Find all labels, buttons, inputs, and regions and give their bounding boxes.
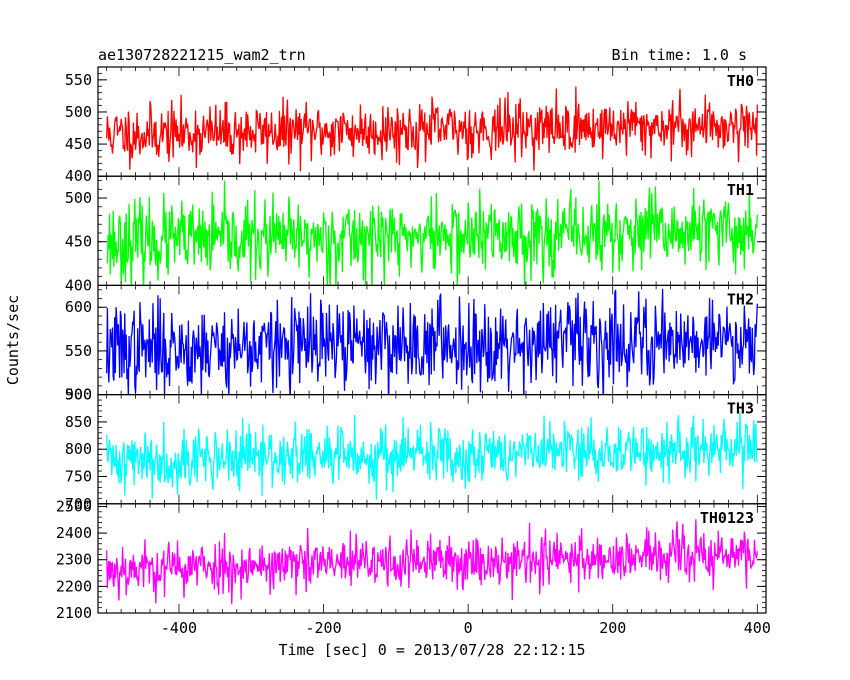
panel-label-th3: TH3 <box>727 400 754 418</box>
ytick-label-th0123-2500: 2500 <box>56 497 92 515</box>
ytick-label-th2-500: 500 <box>65 386 92 404</box>
series-line-th0 <box>106 86 758 172</box>
chart-title: ae130728221215_wam2_trn <box>98 46 306 64</box>
panel-frame-th0123 <box>97 503 767 614</box>
panel-label-th0: TH0 <box>727 72 754 90</box>
ytick-label-th3-700: 700 <box>65 495 92 513</box>
ytick-label-th0-500: 500 <box>65 103 92 121</box>
xtick-label-0: 0 <box>464 619 473 637</box>
ytick-label-th0123-2100: 2100 <box>56 604 92 622</box>
ytick-label-th3-900: 900 <box>65 386 92 404</box>
series-line-th1 <box>106 180 758 286</box>
ytick-label-th0-400: 400 <box>65 167 92 185</box>
xtick-label-200: 200 <box>599 619 626 637</box>
ytick-label-th0123-2300: 2300 <box>56 551 92 569</box>
panel-label-th1: TH1 <box>727 181 754 199</box>
ytick-label-th1-500: 500 <box>65 189 92 207</box>
series-line-th2 <box>106 288 758 395</box>
y-axis-label: Counts/sec <box>4 295 22 385</box>
series-line-th0123 <box>106 519 758 605</box>
ytick-label-th1-450: 450 <box>65 233 92 251</box>
ytick-label-th3-800: 800 <box>65 440 92 458</box>
ytick-label-th0-550: 550 <box>65 71 92 89</box>
ytick-label-th1-400: 400 <box>65 276 92 294</box>
series-line-th3 <box>106 411 758 500</box>
ytick-label-th2-600: 600 <box>65 298 92 316</box>
xtick-label--400: -400 <box>161 619 197 637</box>
ytick-label-th2-550: 550 <box>65 342 92 360</box>
x-axis-label: Time [sec] 0 = 2013/07/28 22:12:15 <box>278 641 585 659</box>
xtick-label-400: 400 <box>744 619 771 637</box>
xtick-label--200: -200 <box>305 619 341 637</box>
panel-label-th0123: TH0123 <box>700 509 754 527</box>
ytick-label-th3-850: 850 <box>65 413 92 431</box>
panel-label-th2: TH2 <box>727 290 754 308</box>
ytick-label-th0-450: 450 <box>65 135 92 153</box>
ytick-label-th0123-2200: 2200 <box>56 577 92 595</box>
ytick-label-th0123-2400: 2400 <box>56 524 92 542</box>
ytick-label-th3-750: 750 <box>65 468 92 486</box>
bin-time-label: Bin time: 1.0 s <box>612 46 747 64</box>
